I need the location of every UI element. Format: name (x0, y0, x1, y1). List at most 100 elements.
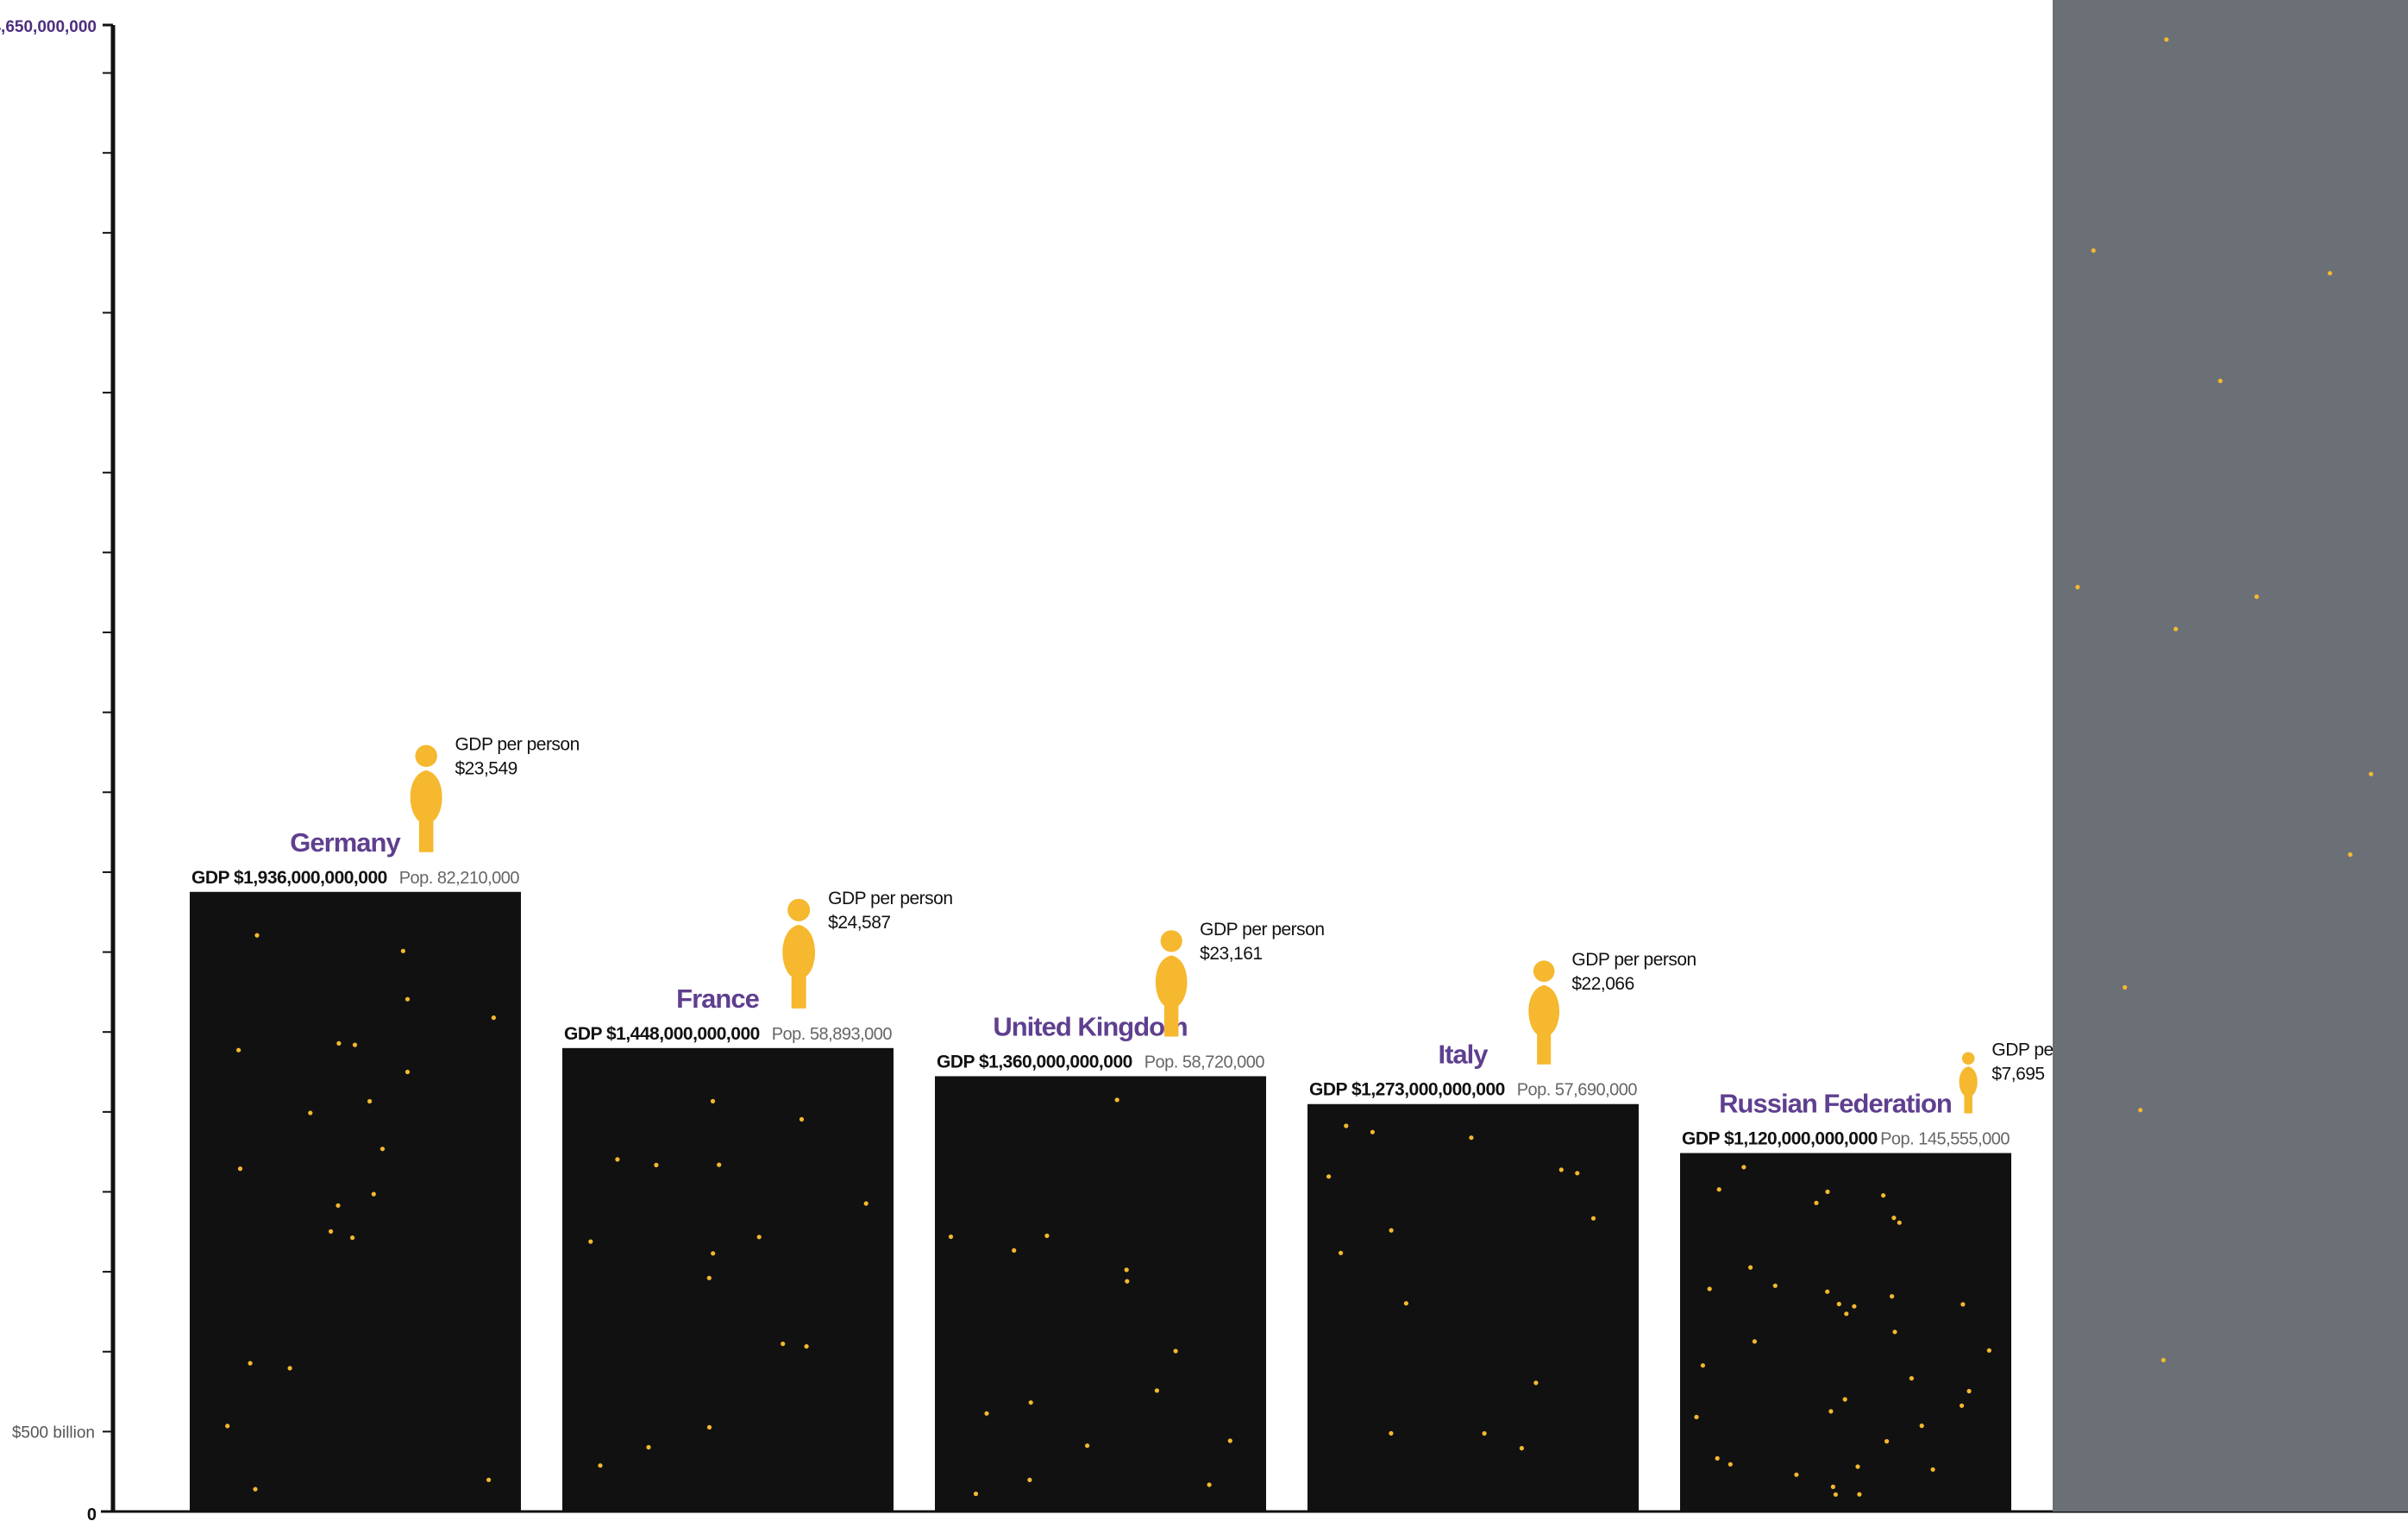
gdp-per-person-caption: GDP per person (1200, 920, 1324, 940)
person-head-icon (1961, 1052, 1975, 1065)
bar-dot (1825, 1189, 1830, 1194)
bar-dot (717, 1162, 722, 1167)
bar-dot (237, 1166, 243, 1172)
bar-gdp-label: GDP $1,120,000,000,000 (1682, 1128, 1878, 1148)
bar-dot (1533, 1380, 1539, 1386)
bar-dot (588, 1239, 593, 1244)
bar (562, 1047, 894, 1512)
bar-dot (1694, 1414, 1699, 1420)
bar-dot (404, 996, 411, 1002)
bar-dot (1716, 1187, 1721, 1192)
bar-dot (1700, 1363, 1705, 1368)
gdp-per-person-caption: GDP per person (455, 734, 579, 754)
gdp-per-person-caption: GDP per person (828, 889, 952, 908)
bar-dot (1403, 1301, 1408, 1306)
bar-dot (1124, 1267, 1129, 1273)
bar-dot (371, 1191, 376, 1197)
bar-dot (1909, 1376, 1914, 1381)
bar-dot (1836, 1301, 1841, 1307)
bar-dot (1814, 1200, 1819, 1205)
gdp-per-person-value: $23,161 (1200, 944, 1262, 964)
bar-dot (400, 948, 405, 953)
bar-dot (491, 1015, 497, 1021)
bar-dot (253, 1486, 258, 1492)
bar-pop-label: Pop. 57,690,000 (1517, 1081, 1638, 1100)
bar-dot (615, 1157, 620, 1162)
bar-country-name: France (676, 984, 759, 1014)
bar-dot (1469, 1135, 1474, 1141)
bar-dot (329, 1229, 334, 1234)
person-icon (782, 924, 816, 1009)
bar-dot (1339, 1250, 1344, 1255)
y-axis-zero-label: 0 (87, 1505, 97, 1521)
bar (1307, 1103, 1639, 1512)
bar-dot (236, 1047, 241, 1053)
bar (935, 1076, 1266, 1512)
bar-gdp-label: GDP $1,273,000,000,000 (1309, 1080, 1505, 1100)
bar-dot (254, 933, 260, 938)
bar-country-name: Italy (1438, 1040, 1489, 1070)
bar-dot (1114, 1097, 1119, 1103)
bar-dot (711, 1251, 716, 1256)
bar (190, 891, 521, 1512)
person-head-icon (1533, 960, 1555, 983)
bar-dot (948, 1234, 954, 1240)
person-head-icon (1160, 930, 1182, 952)
bar-dot (1842, 1397, 1847, 1402)
bar-country-name: Russian Federation (1719, 1088, 1952, 1118)
bar-dot (984, 1411, 989, 1416)
gdp-per-person-value: $24,587 (828, 913, 890, 933)
bar-dot (2123, 984, 2128, 990)
bar-country-name: Germany (290, 827, 401, 858)
bar-dot (1519, 1446, 1524, 1451)
bar-dot (781, 1342, 786, 1347)
bar-dot (1741, 1165, 1746, 1170)
bar-dot (404, 1069, 411, 1075)
bar-dot (1857, 1492, 1862, 1497)
bar-dot (598, 1463, 603, 1468)
bar-dot (1207, 1482, 1212, 1487)
bar-dot (1752, 1339, 1757, 1344)
bar-dot (1833, 1492, 1838, 1497)
bar-dot (2217, 378, 2223, 384)
bar-dot (654, 1162, 659, 1167)
bar-dot (1326, 1174, 1332, 1179)
bar-dot (1482, 1430, 1487, 1436)
bar-dot (1919, 1424, 1924, 1429)
bar-country-name: United Kingdom (993, 1011, 1187, 1041)
bar-dot (2368, 771, 2374, 776)
bar-dot (1728, 1461, 1733, 1467)
bar-dot (1884, 1439, 1890, 1444)
bar-dot (1830, 1484, 1835, 1489)
bar-dot (1370, 1129, 1375, 1134)
bar-dot (1027, 1477, 1032, 1482)
person-icon (1959, 1066, 1978, 1114)
bar-dot (1028, 1400, 1033, 1405)
bar (2053, 0, 2408, 1512)
bar-dot (1891, 1216, 1897, 1221)
person-head-icon (787, 898, 811, 921)
bar-dot (799, 1116, 805, 1122)
bar-dot (1044, 1233, 1050, 1238)
bar-dot (756, 1235, 762, 1240)
bar-dot (1897, 1220, 1902, 1225)
gdp-per-person-value: $7,695 (1991, 1065, 2044, 1084)
bar-dot (1344, 1123, 1349, 1128)
bar-dot (973, 1491, 979, 1497)
y-axis-tick-label: $500 billion (12, 1424, 95, 1442)
bar-pop-label: Pop. 82,210,000 (399, 869, 520, 888)
bar-dot (379, 1147, 386, 1152)
bar-dot (352, 1042, 358, 1047)
person-head-icon (415, 745, 437, 767)
bar-gdp-label: GDP $1,936,000,000,000 (191, 868, 387, 888)
gdp-per-person-caption: GDP per person (1571, 950, 1696, 970)
bar-dot (336, 1040, 342, 1046)
bar-dot (2075, 584, 2080, 590)
bar-dot (1389, 1430, 1394, 1436)
gdp-per-person-value: $22,066 (1571, 974, 1634, 994)
bar-dot (1707, 1286, 1712, 1292)
bar-dot (2138, 1108, 2143, 1113)
bar-dot (1772, 1283, 1778, 1288)
